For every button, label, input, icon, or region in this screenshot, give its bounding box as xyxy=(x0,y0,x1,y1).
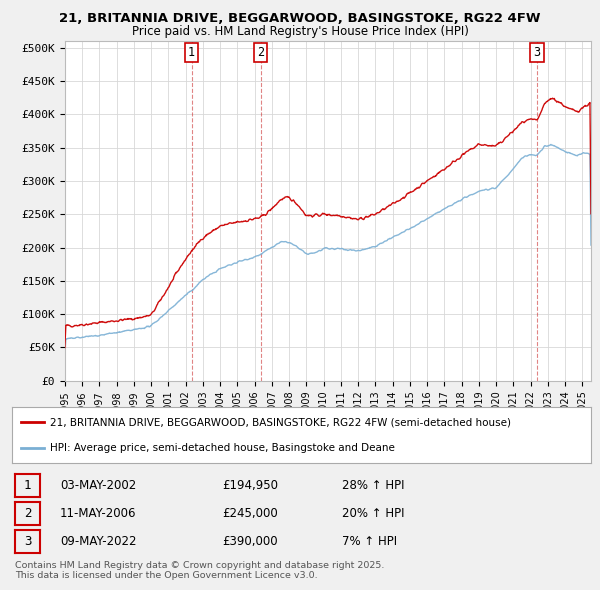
Text: Price paid vs. HM Land Registry's House Price Index (HPI): Price paid vs. HM Land Registry's House … xyxy=(131,25,469,38)
Text: 03-MAY-2002: 03-MAY-2002 xyxy=(60,479,136,492)
Text: 20% ↑ HPI: 20% ↑ HPI xyxy=(342,507,404,520)
Text: £245,000: £245,000 xyxy=(222,507,278,520)
Text: 1: 1 xyxy=(24,479,31,492)
Text: 11-MAY-2006: 11-MAY-2006 xyxy=(60,507,137,520)
Text: Contains HM Land Registry data © Crown copyright and database right 2025.
This d: Contains HM Land Registry data © Crown c… xyxy=(15,560,385,580)
Text: 2: 2 xyxy=(24,507,31,520)
Text: 28% ↑ HPI: 28% ↑ HPI xyxy=(342,479,404,492)
Text: 21, BRITANNIA DRIVE, BEGGARWOOD, BASINGSTOKE, RG22 4FW: 21, BRITANNIA DRIVE, BEGGARWOOD, BASINGS… xyxy=(59,12,541,25)
Text: 3: 3 xyxy=(24,535,31,548)
Text: 1: 1 xyxy=(188,47,195,60)
Text: 3: 3 xyxy=(533,47,541,60)
Text: HPI: Average price, semi-detached house, Basingstoke and Deane: HPI: Average price, semi-detached house,… xyxy=(50,443,395,453)
Text: 7% ↑ HPI: 7% ↑ HPI xyxy=(342,535,397,548)
Text: £390,000: £390,000 xyxy=(222,535,278,548)
Text: 09-MAY-2022: 09-MAY-2022 xyxy=(60,535,137,548)
Text: £194,950: £194,950 xyxy=(222,479,278,492)
Text: 2: 2 xyxy=(257,47,265,60)
Text: 21, BRITANNIA DRIVE, BEGGARWOOD, BASINGSTOKE, RG22 4FW (semi-detached house): 21, BRITANNIA DRIVE, BEGGARWOOD, BASINGS… xyxy=(50,417,511,427)
